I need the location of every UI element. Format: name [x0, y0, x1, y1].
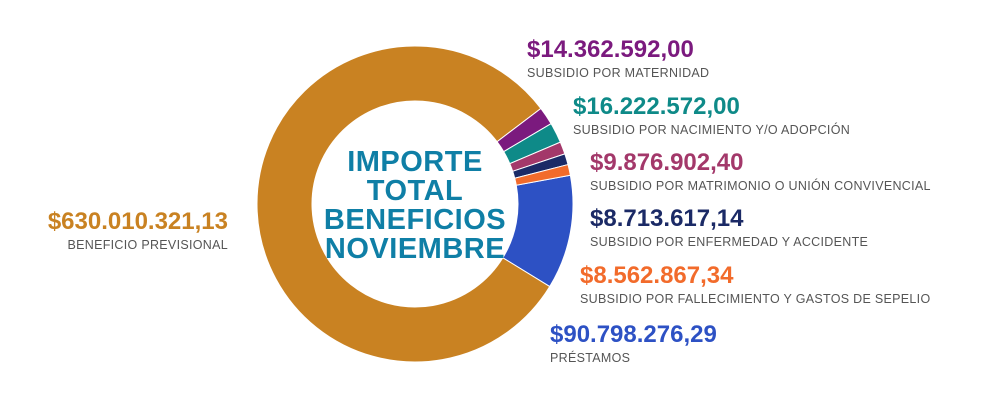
slice-value: $9.876.902,40 [590, 149, 744, 176]
slice-value: $8.713.617,14 [590, 205, 744, 232]
slice-name: SUBSIDIO POR MATERNIDAD [527, 66, 710, 80]
center-title-line: NOVIEMBRE [324, 233, 506, 265]
center-title-line: IMPORTE [347, 146, 483, 178]
slice-value: $90.798.276,29 [550, 321, 717, 348]
slice-value: $16.222.572,00 [573, 93, 740, 120]
label-fallecimiento: $8.562.867,34 SUBSIDIO POR FALLECIMIENTO… [580, 262, 930, 307]
label-prestamos: $90.798.276,29 PRÉSTAMOS [550, 321, 717, 366]
slice-value: $630.010.321,13 [47, 208, 228, 235]
label-maternidad: $14.362.592,00 SUBSIDIO POR MATERNIDAD [527, 36, 709, 81]
slice-name: BENEFICIO PREVISIONAL [67, 238, 228, 252]
center-title-line: TOTAL [366, 175, 464, 207]
slice-name: SUBSIDIO POR NACIMIENTO Y/O ADOPCIÓN [573, 123, 851, 137]
slice-value: $14.362.592,00 [527, 36, 694, 63]
slice-name: PRÉSTAMOS [550, 351, 631, 365]
slice-fallecimiento [514, 163, 571, 186]
slice-beneficio-previsional [256, 45, 551, 363]
label-nacimiento: $16.222.572,00 SUBSIDIO POR NACIMIENTO Y… [573, 93, 850, 138]
slice-name: SUBSIDIO POR ENFERMEDAD Y ACCIDENTE [590, 235, 869, 249]
label-matrimonio: $9.876.902,40 SUBSIDIO POR MATRIMONIO O … [590, 149, 931, 194]
slice-value: $8.562.867,34 [580, 262, 734, 289]
center-title: IMPORTE TOTAL BENEFICIOS NOVIEMBRE [316, 148, 514, 264]
slice-name: SUBSIDIO POR FALLECIMIENTO Y GASTOS DE S… [580, 292, 931, 306]
slice-name: SUBSIDIO POR MATRIMONIO O UNIÓN CONVIVEN… [590, 179, 931, 193]
center-title-line: BENEFICIOS [323, 204, 507, 236]
label-enfermedad: $8.713.617,14 SUBSIDIO POR ENFERMEDAD Y … [590, 205, 868, 250]
label-previsional: $630.010.321,13 BENEFICIO PREVISIONAL [0, 208, 228, 253]
